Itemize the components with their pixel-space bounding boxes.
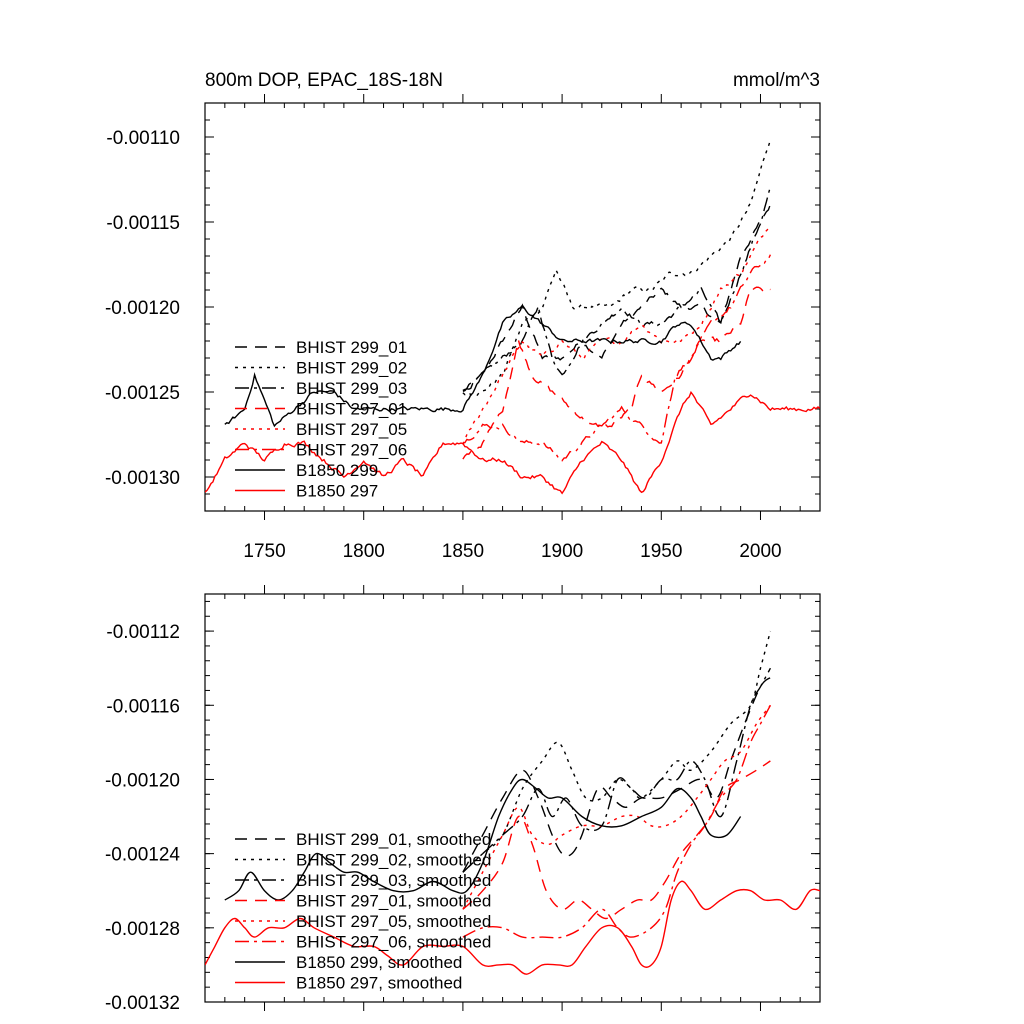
legend-label: B1850 297	[296, 482, 378, 501]
bottom-panel: -0.00112 -0.00116 -0.00120 -0.00124 -0.00128…	[105, 585, 821, 1014]
legend-label: BHIST 299_02	[296, 359, 407, 378]
y-tick-label: -0.00124	[105, 845, 180, 866]
bottom-plot-frame	[204, 593, 821, 1003]
x-tick-label: 1950	[640, 541, 682, 562]
x-tick-label: 1750	[243, 541, 285, 562]
legend-label: BHIST 297_05	[296, 420, 407, 439]
series-line	[205, 390, 820, 495]
y-tick-label: -0.00130	[105, 468, 180, 489]
y-tick-label: -0.00120	[105, 298, 180, 319]
series-line	[462, 254, 772, 462]
legend-label: BHIST 299_03	[296, 379, 407, 398]
top-panel: 800m DOP, EPAC_18S-18N mmol/m^3 1750 1800…	[105, 70, 821, 562]
legend-label: BHIST 299_01	[296, 338, 407, 357]
series-line	[462, 186, 772, 392]
units-label: mmol/m^3	[733, 70, 820, 91]
series-line	[224, 778, 742, 901]
y-tick-label: -0.00112	[106, 622, 180, 643]
x-tick-label: 2000	[739, 541, 781, 562]
legend-label: BHIST 297_06	[296, 441, 407, 460]
legend-label: BHIST 299_03, smoothed	[296, 871, 491, 890]
series-line	[462, 286, 771, 460]
y-tick-label: -0.00115	[106, 213, 180, 234]
series-line	[462, 760, 771, 920]
x-tick-label: 1800	[343, 541, 385, 562]
legend-label: BHIST 297_01	[296, 400, 407, 419]
series-line	[462, 667, 772, 873]
legend-label: BHIST 297_01, smoothed	[296, 892, 491, 911]
series-line	[462, 139, 772, 397]
legend-label: B1850 297, smoothed	[296, 974, 462, 993]
legend-label: B1850 299	[296, 461, 378, 480]
bottom-ticks: -0.00112 -0.00116 -0.00120 -0.00124 -0.00128…	[105, 585, 821, 1014]
legend-label: B1850 299, smoothed	[296, 953, 462, 972]
series-line	[462, 203, 772, 392]
legend-label: BHIST 297_05, smoothed	[296, 912, 491, 931]
series-line	[462, 676, 771, 873]
y-tick-label: -0.00110	[106, 128, 180, 149]
legend-label: BHIST 297_06, smoothed	[296, 933, 491, 952]
series-line	[205, 880, 820, 975]
y-tick-label: -0.00128	[105, 919, 180, 940]
x-tick-label: 1850	[442, 541, 484, 562]
y-tick-label: -0.00120	[105, 770, 180, 791]
series-line	[224, 304, 742, 428]
chart-title: 800m DOP, EPAC_18S-18N	[205, 70, 443, 91]
y-tick-label: -0.00125	[105, 383, 180, 404]
x-tick-label: 1900	[541, 541, 583, 562]
top-ticks: 1750 1800 1850 1900 1950 2000 -0.00110 -0.00115…	[105, 94, 821, 562]
y-tick-label: -0.00116	[106, 696, 180, 717]
bottom-series-lines	[205, 630, 820, 975]
y-tick-label: -0.00132	[105, 993, 180, 1014]
legend-label: BHIST 299_02, smoothed	[296, 851, 491, 870]
top-series-lines	[205, 139, 820, 495]
bottom-legend: BHIST 299_01, smoothed BHIST 299_02, smoo…	[235, 830, 491, 993]
legend-label: BHIST 299_01, smoothed	[296, 830, 491, 849]
series-line	[462, 704, 772, 939]
series-line	[462, 225, 771, 445]
series-line	[462, 704, 771, 910]
